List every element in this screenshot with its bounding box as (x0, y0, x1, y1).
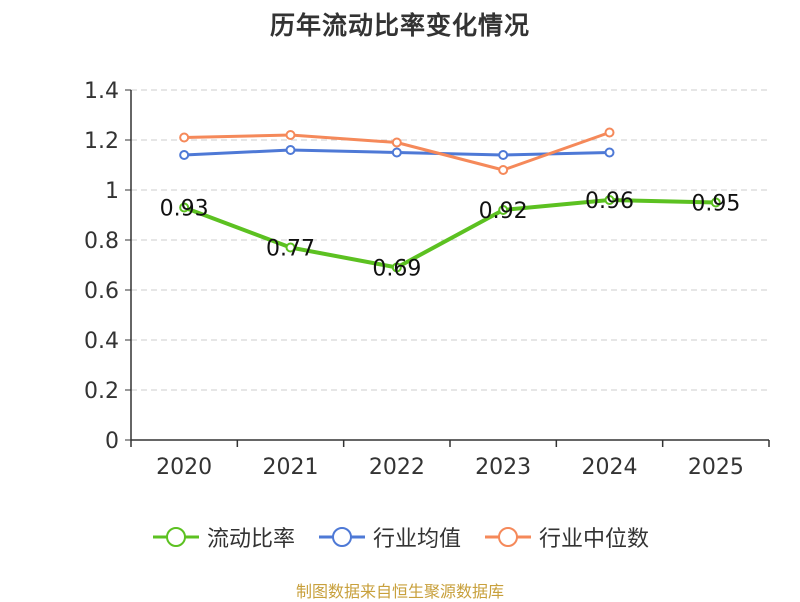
legend-label: 流动比率 (206, 527, 295, 552)
y-tick-label: 0.8 (84, 229, 119, 254)
y-tick-label: 0 (105, 429, 119, 454)
legend: 流动比率 行业均值 行业中位数 (0, 521, 800, 553)
data-label: 0.93 (160, 197, 209, 222)
x-tick-label: 2022 (369, 455, 425, 480)
data-point (604, 127, 615, 138)
data-point (179, 150, 190, 160)
y-tick-label: 0.2 (84, 379, 119, 404)
data-point (285, 242, 296, 253)
data-label: 0.96 (585, 189, 634, 214)
data-point (604, 195, 615, 205)
legend-item[interactable]: 流动比率 (151, 521, 295, 553)
y-tick-label: 0.6 (84, 279, 119, 304)
y-tick-label: 1 (105, 179, 119, 204)
data-label: 0.95 (691, 192, 740, 217)
data-point (498, 150, 509, 160)
data-point (391, 262, 402, 273)
data-point (285, 145, 296, 155)
legend-label: 行业中位数 (539, 527, 650, 552)
y-tick-label: 0.4 (84, 329, 119, 354)
legend-line-icon (318, 527, 365, 547)
chart-title: 历年流动比率变化情况 (269, 11, 530, 40)
data-point (604, 147, 615, 158)
legend-line-icon (152, 527, 199, 547)
y-tick-label: 1.4 (84, 79, 119, 104)
source-note: 制图数据来自恒生聚源数据库 (295, 582, 504, 601)
x-tick-label: 2021 (263, 455, 319, 480)
data-point (179, 202, 190, 213)
legend-item[interactable]: 行业均值 (317, 521, 461, 553)
legend-line-icon (485, 527, 531, 547)
data-label: 0.92 (479, 199, 528, 224)
series-line (182, 198, 718, 270)
legend-label: 行业均值 (372, 527, 461, 552)
data-label: 0.77 (266, 237, 315, 262)
data-point (285, 130, 296, 140)
data-point (710, 197, 721, 208)
data-point (179, 132, 190, 143)
x-tick-label: 2023 (475, 455, 531, 480)
x-tick-label: 2025 (688, 455, 744, 480)
legend-item[interactable]: 行业中位数 (483, 521, 649, 553)
y-tick-label: 1.2 (84, 129, 119, 154)
x-tick-label: 2020 (156, 455, 212, 480)
data-label: 0.69 (372, 257, 421, 282)
x-tick-label: 2024 (582, 455, 638, 480)
data-point (498, 165, 509, 175)
data-point (391, 147, 402, 158)
data-point (391, 137, 402, 148)
data-point (498, 205, 509, 215)
